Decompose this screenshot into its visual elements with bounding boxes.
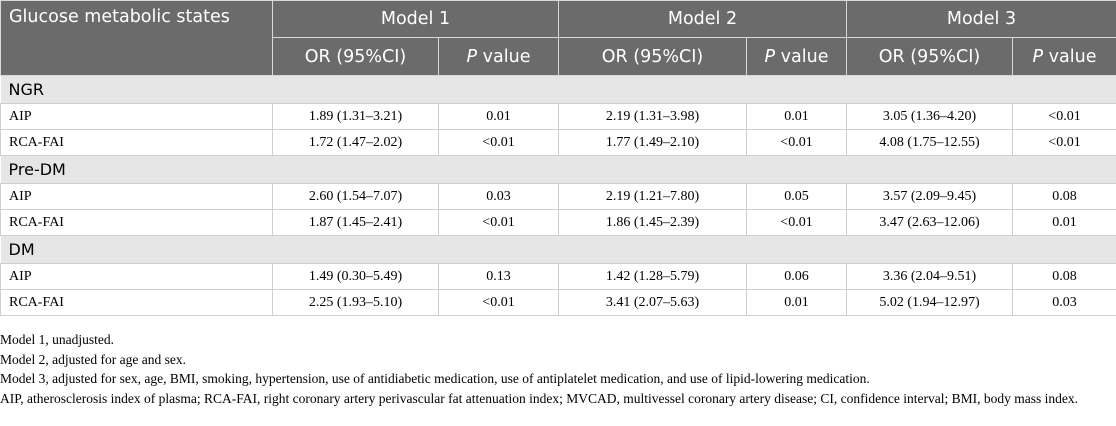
row-label: AIP: [0, 103, 273, 130]
group-row-dm: DM: [0, 235, 1116, 264]
table-footnotes: Model 1, unadjusted. Model 2, adjusted f…: [0, 330, 1110, 408]
header-or-model-3: OR (95%CI): [846, 37, 1013, 76]
header-or-model-2: OR (95%CI): [558, 37, 747, 76]
cell-p: 0.01: [746, 289, 847, 316]
cell-p: 0.08: [1012, 183, 1116, 210]
cell-p: <0.01: [746, 209, 847, 236]
table-row: AIP 1.89 (1.31–3.21) 0.01 2.19 (1.31–3.9…: [0, 103, 1116, 130]
cell-p: <0.01: [1012, 129, 1116, 156]
cell-or: 3.47 (2.63–12.06): [846, 209, 1013, 236]
cell-p: <0.01: [746, 129, 847, 156]
cell-or: 1.72 (1.47–2.02): [272, 129, 439, 156]
footnote: AIP, atherosclerosis index of plasma; RC…: [0, 390, 1078, 406]
header-row-label: Glucose metabolic states: [0, 0, 273, 76]
cell-p: <0.01: [438, 289, 559, 316]
cell-p: 0.05: [746, 183, 847, 210]
cell-or: 3.05 (1.36–4.20): [846, 103, 1013, 130]
cell-or: 3.36 (2.04–9.51): [846, 263, 1013, 290]
table-row: AIP 1.49 (0.30–5.49) 0.13 1.42 (1.28–5.7…: [0, 263, 1116, 290]
cell-p: 0.01: [746, 103, 847, 130]
row-label: RCA-FAI: [0, 289, 273, 316]
header-or-model-1: OR (95%CI): [272, 37, 439, 76]
cell-or: 3.41 (2.07–5.63): [558, 289, 747, 316]
cell-p: <0.01: [438, 129, 559, 156]
table-row: RCA-FAI 2.25 (1.93–5.10) <0.01 3.41 (2.0…: [0, 289, 1116, 316]
header-model-3: Model 3: [846, 0, 1116, 38]
p-italic: P: [466, 46, 478, 67]
header-p-model-2: P value: [746, 37, 847, 76]
group-label: NGR: [0, 75, 1116, 104]
cell-or: 2.19 (1.31–3.98): [558, 103, 747, 130]
cell-or: 1.42 (1.28–5.79): [558, 263, 747, 290]
p-italic: P: [1032, 46, 1044, 67]
group-row-ngr: NGR: [0, 75, 1116, 104]
cell-or: 2.25 (1.93–5.10): [272, 289, 439, 316]
cell-p: 0.03: [438, 183, 559, 210]
header-p-model-1: P value: [438, 37, 559, 76]
group-row-pre-dm: Pre-DM: [0, 155, 1116, 184]
cell-p: <0.01: [438, 209, 559, 236]
footnote: Model 1, unadjusted.: [0, 332, 114, 347]
group-label: Pre-DM: [0, 155, 1116, 184]
cell-or: 2.19 (1.21–7.80): [558, 183, 747, 210]
cell-or: 1.49 (0.30–5.49): [272, 263, 439, 290]
cell-or: 5.02 (1.94–12.97): [846, 289, 1013, 316]
group-label: DM: [0, 235, 1116, 264]
row-label: AIP: [0, 263, 273, 290]
table-body: NGR AIP 1.89 (1.31–3.21) 0.01 2.19 (1.31…: [0, 75, 1116, 316]
header-p-model-3: P value: [1012, 37, 1116, 76]
cell-p: 0.13: [438, 263, 559, 290]
cell-or: 1.89 (1.31–3.21): [272, 103, 439, 130]
cell-p: 0.03: [1012, 289, 1116, 316]
p-rest: value: [1043, 46, 1097, 67]
row-label: RCA-FAI: [0, 209, 273, 236]
cell-or: 4.08 (1.75–12.55): [846, 129, 1013, 156]
cell-p: 0.01: [438, 103, 559, 130]
cell-or: 1.86 (1.45–2.39): [558, 209, 747, 236]
cell-p: <0.01: [1012, 103, 1116, 130]
header-model-1: Model 1: [272, 0, 559, 38]
cell-or: 1.77 (1.49–2.10): [558, 129, 747, 156]
results-table-container: Glucose metabolic states Model 1 Model 2…: [0, 0, 1116, 316]
table-row: RCA-FAI 1.87 (1.45–2.41) <0.01 1.86 (1.4…: [0, 209, 1116, 236]
footnote: Model 3, adjusted for sex, age, BMI, smo…: [0, 371, 870, 386]
row-label: RCA-FAI: [0, 129, 273, 156]
results-table: Glucose metabolic states Model 1 Model 2…: [0, 0, 1116, 316]
header-model-2: Model 2: [558, 0, 847, 38]
p-italic: P: [764, 46, 776, 67]
table-row: AIP 2.60 (1.54–7.07) 0.03 2.19 (1.21–7.8…: [0, 183, 1116, 210]
p-rest: value: [477, 46, 531, 67]
table-row: RCA-FAI 1.72 (1.47–2.02) <0.01 1.77 (1.4…: [0, 129, 1116, 156]
row-label: AIP: [0, 183, 273, 210]
footnote: Model 2, adjusted for age and sex.: [0, 351, 186, 367]
p-rest: value: [775, 46, 829, 67]
table-header: Glucose metabolic states Model 1 Model 2…: [0, 0, 1116, 76]
cell-or: 3.57 (2.09–9.45): [846, 183, 1013, 210]
cell-or: 1.87 (1.45–2.41): [272, 209, 439, 236]
cell-p: 0.08: [1012, 263, 1116, 290]
cell-p: 0.06: [746, 263, 847, 290]
cell-or: 2.60 (1.54–7.07): [272, 183, 439, 210]
cell-p: 0.01: [1012, 209, 1116, 236]
